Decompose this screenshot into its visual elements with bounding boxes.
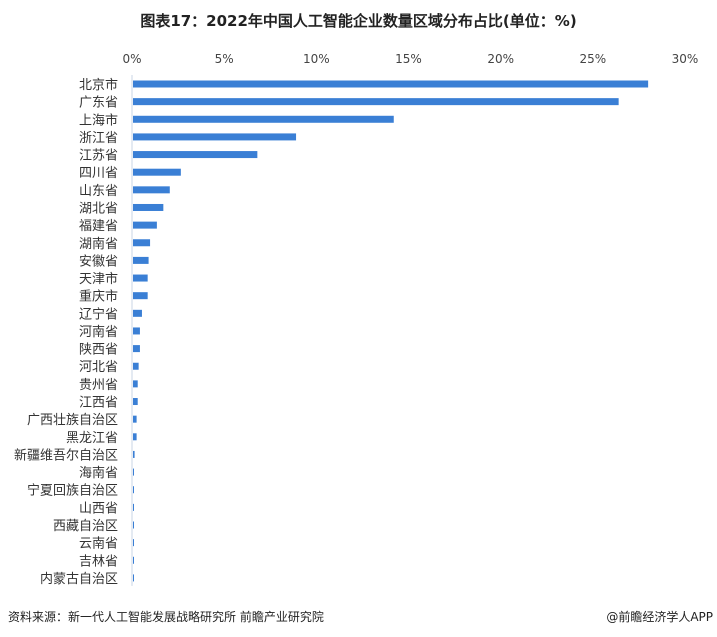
bar-3	[133, 115, 394, 123]
bar-5	[133, 151, 258, 159]
x-tick-label: 25%	[579, 52, 606, 66]
bar-6	[133, 168, 181, 176]
bar-15	[133, 327, 140, 335]
bar-11	[133, 256, 149, 264]
x-tick-label: 0%	[122, 52, 141, 66]
bar-12	[133, 274, 148, 282]
bar-20	[133, 415, 137, 423]
y-tick-label: 四川省	[79, 166, 118, 181]
y-tick-label: 新疆维吾尔自治区	[14, 447, 118, 463]
x-tick-label: 5%	[215, 52, 234, 66]
bar-2	[133, 98, 619, 106]
bar-7	[133, 186, 170, 194]
y-tick-label: 江西省	[79, 396, 118, 411]
y-tick-label: 西藏自治区	[53, 519, 118, 534]
credit: @前瞻经济学人APP	[606, 610, 713, 624]
bar-4	[133, 133, 297, 141]
x-tick-label: 10%	[303, 52, 330, 66]
bar-chart: 0% 5% 10% 15% 20% 25% 30% 北京市广东省上海市浙江省江苏省四川省山东省…	[14, 52, 699, 587]
y-tick-label: 湖南省	[79, 236, 118, 252]
y-tick-label: 云南省	[79, 536, 118, 552]
y-tick-label: 海南省	[79, 465, 118, 481]
y-tick-label: 福建省	[79, 219, 118, 234]
bar-1	[133, 80, 649, 88]
y-tick-label: 吉林省	[79, 554, 118, 569]
bar-26	[133, 521, 134, 529]
y-tick-label: 广西壮族自治区	[27, 412, 118, 428]
chart-title: 图表17：2022年中国人工智能企业数量区域分布占比(单位：%)	[140, 12, 577, 30]
y-tick-label: 浙江省	[79, 131, 118, 146]
bar-27	[133, 539, 134, 547]
bar-9	[133, 221, 157, 229]
bar-23	[133, 468, 134, 476]
bar-17	[133, 362, 139, 370]
y-tick-label: 天津市	[79, 271, 118, 287]
bar-14	[133, 309, 142, 317]
bar-21	[133, 433, 137, 441]
y-tick-label: 辽宁省	[79, 306, 118, 322]
x-tick-label: 30%	[672, 52, 699, 66]
bar-19	[133, 398, 138, 406]
y-tick-label: 江苏省	[79, 148, 118, 164]
y-tick-label: 重庆市	[79, 289, 118, 305]
bar-8	[133, 203, 164, 211]
bar-28	[133, 556, 134, 564]
y-tick-label: 上海市	[79, 112, 118, 128]
y-tick-label: 宁夏回族自治区	[27, 483, 118, 499]
bar-22	[133, 450, 135, 458]
source-note: 资料来源：新一代人工智能发展战略研究所 前瞻产业研究院	[8, 610, 324, 624]
y-tick-label: 广东省	[79, 96, 118, 111]
bar-18	[133, 380, 138, 388]
y-tick-label: 陕西省	[79, 343, 118, 358]
bar-29	[133, 574, 134, 582]
x-tick-label: 20%	[487, 52, 514, 66]
y-tick-label: 山东省	[79, 184, 118, 199]
y-tick-label: 河南省	[79, 324, 118, 340]
x-tick-label: 15%	[395, 52, 422, 66]
bar-10	[133, 239, 151, 247]
bar-24	[133, 486, 134, 494]
y-tick-label: 山西省	[79, 501, 118, 516]
y-tick-label: 湖北省	[79, 201, 118, 216]
y-tick-label: 黑龙江省	[66, 431, 118, 446]
y-tick-label: 内蒙古自治区	[40, 571, 118, 587]
y-tick-label: 河北省	[79, 360, 118, 375]
bar-13	[133, 292, 148, 300]
bar-16	[133, 345, 140, 353]
bar-25	[133, 503, 134, 511]
y-tick-label: 贵州省	[79, 378, 118, 393]
y-tick-label: 北京市	[79, 77, 118, 93]
y-tick-label: 安徽省	[79, 254, 118, 269]
